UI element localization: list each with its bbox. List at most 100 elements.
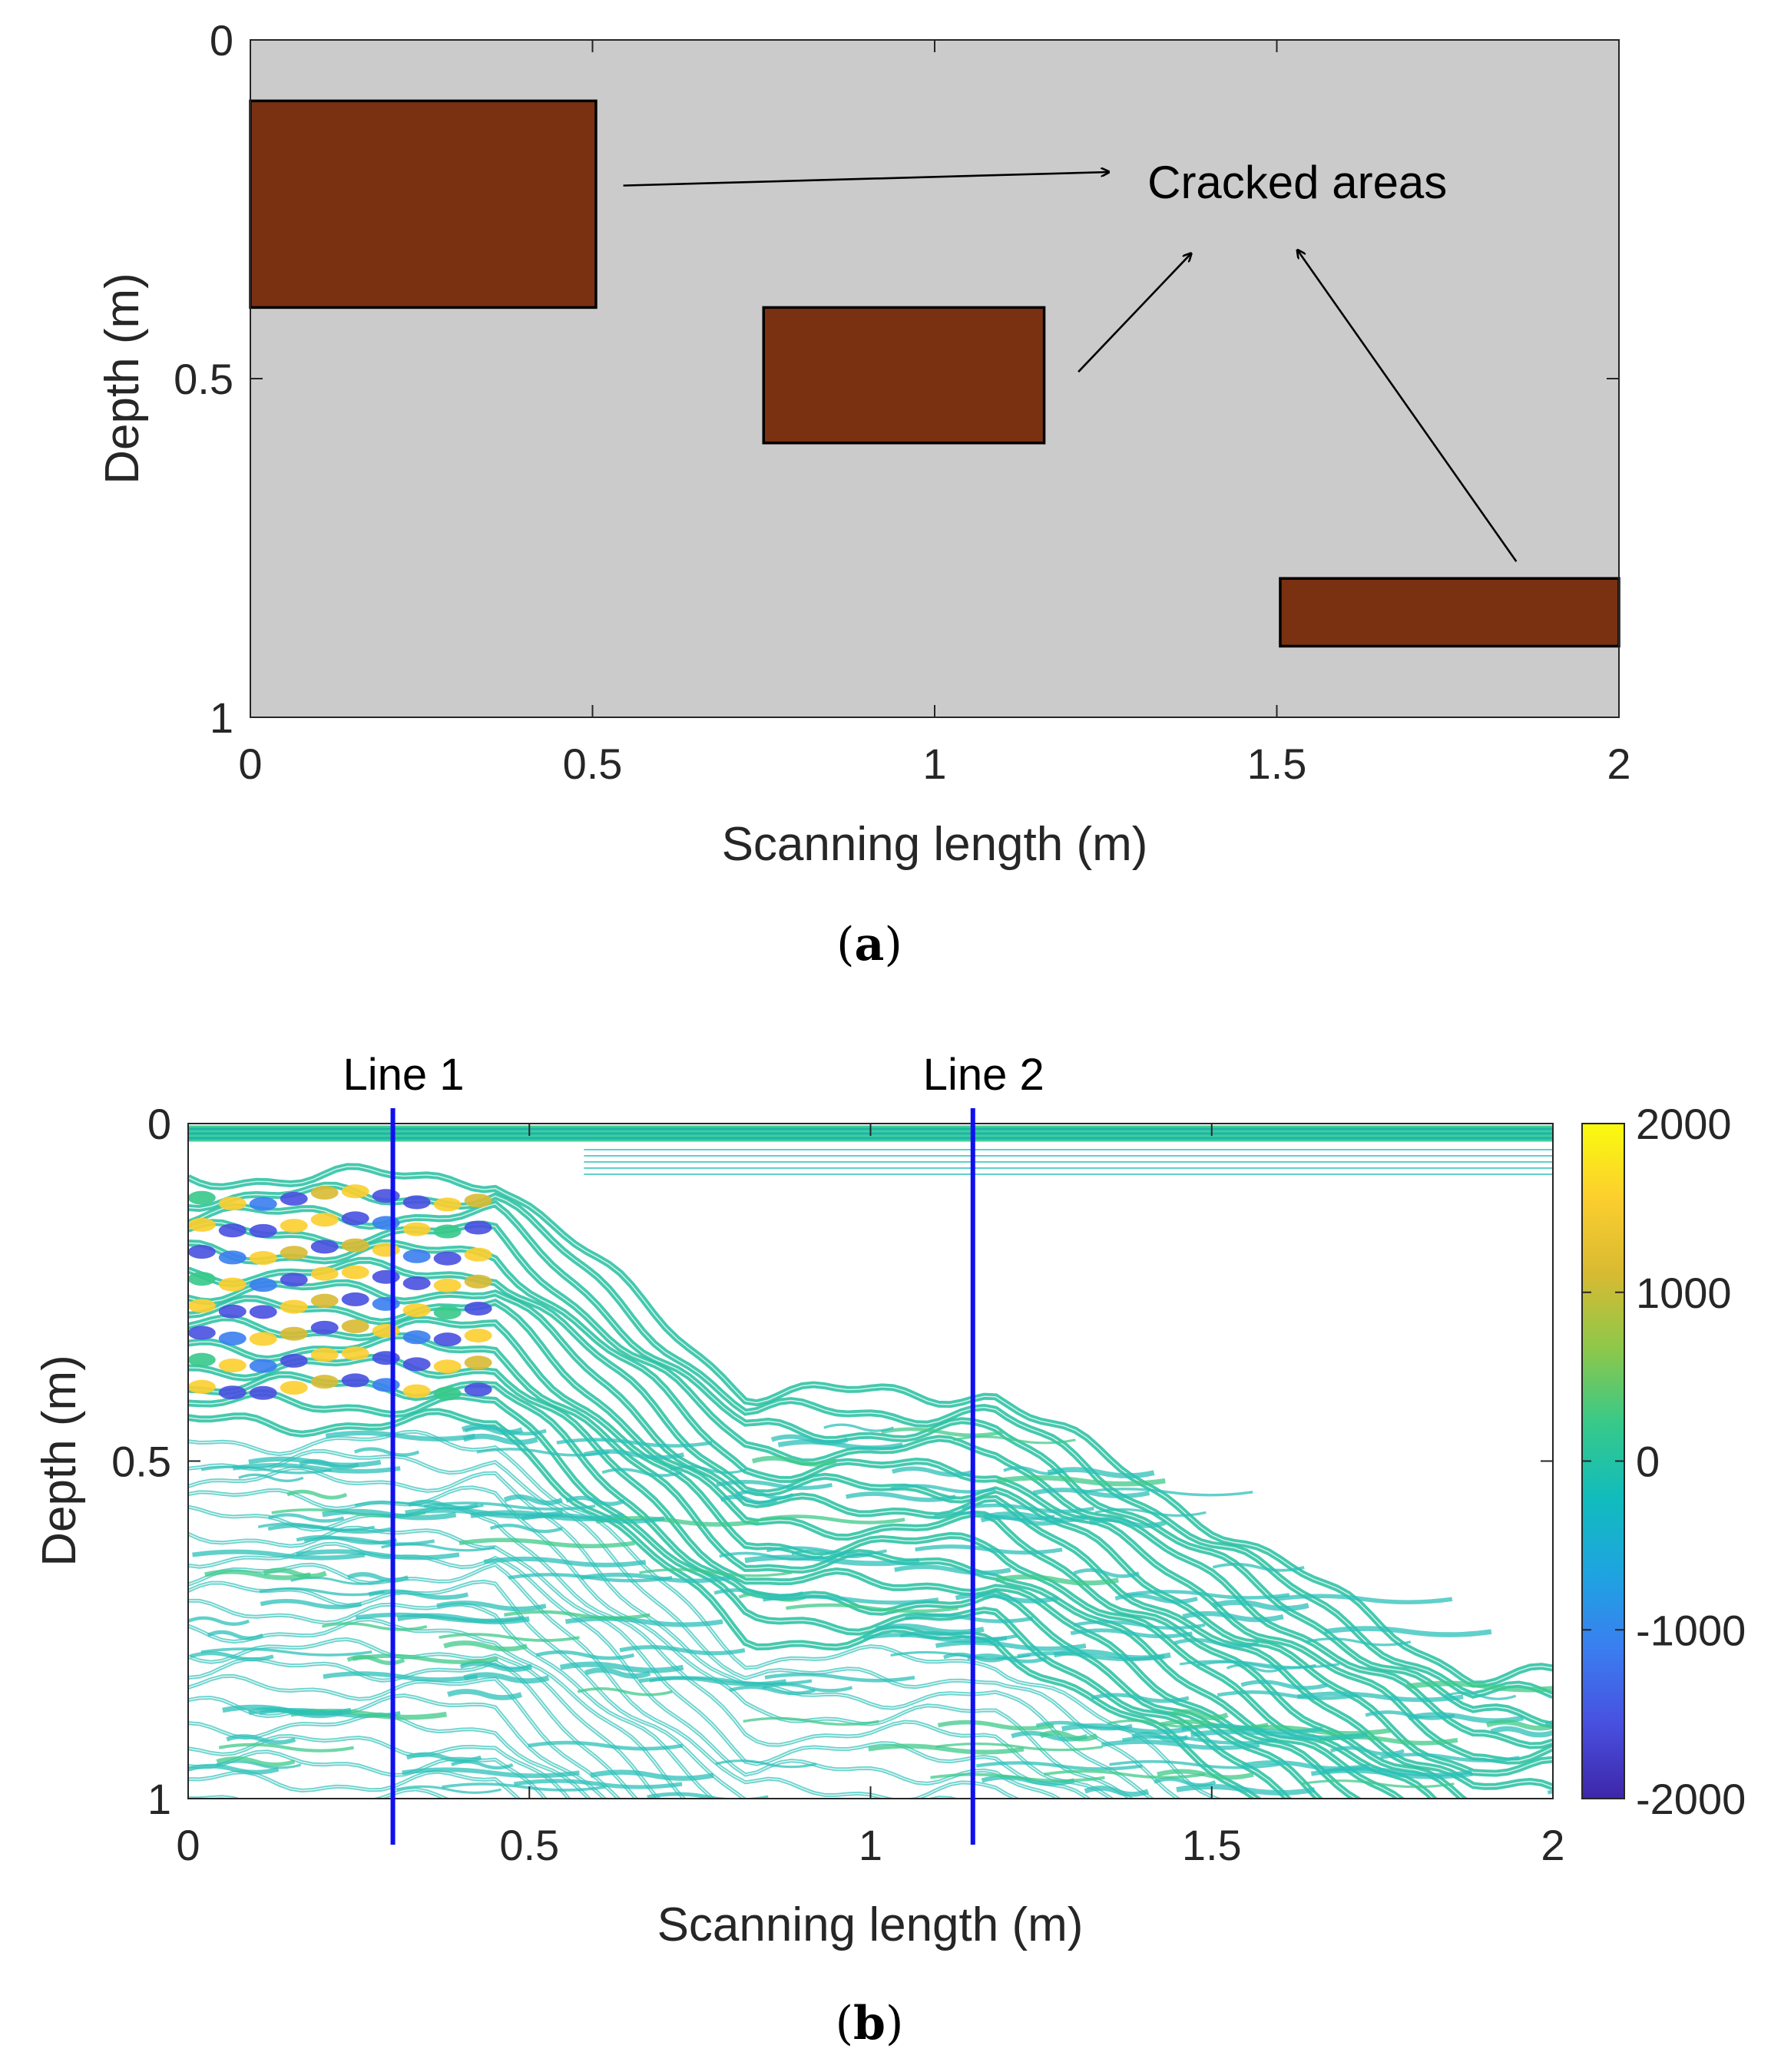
clutter-contour [875,1624,985,1635]
clutter-contour [751,1455,837,1467]
amplitude-spot [464,1301,492,1316]
clutter-contour [346,1572,409,1583]
clutter-contour [915,1544,1063,1555]
clutter-contour [513,1779,683,1789]
clutter-contour [216,1760,302,1769]
clutter-contour [975,1761,1143,1771]
amplitude-spot [372,1189,400,1203]
clutter-contour [1094,1508,1207,1518]
clutter-contour [868,1743,1025,1755]
contour-line [188,1658,637,1799]
clutter-contour [299,1458,359,1470]
panel-b-contour-plot: 0 0.5 1 1.5 2 00.51 Line 1 Line 2 Scanning le… [33,1050,1746,2050]
clutter-contour [535,1650,634,1660]
clutter-contour [322,1508,457,1521]
clutter-contour [1182,1610,1284,1623]
clutter-contour [1306,1637,1412,1647]
clutter-contour [1241,1760,1370,1771]
amplitude-spot [280,1326,308,1341]
amplitude-spot [218,1385,247,1400]
clutter-contour [981,1775,1075,1786]
annotation-arrow-1 [623,172,1110,187]
scan-line-label-2: Line 2 [923,1050,1044,1100]
contour-line [188,1392,1289,1799]
clutter-contour [764,1672,915,1683]
clutter-contour [942,1652,1008,1663]
clutter-contour [1240,1680,1328,1690]
clutter-contour [248,1706,343,1719]
clutter-contour [1122,1735,1278,1745]
clutter-contour [590,1769,714,1781]
clutter-contour [1107,1719,1213,1729]
clutter-contour [1217,1690,1359,1700]
amplitude-spot [249,1359,277,1373]
amplitude-spot [464,1247,492,1262]
annotation-arrow-3 [1297,250,1518,562]
clutter-contour [595,1516,760,1527]
clutter-contour [216,1756,296,1767]
amplitude-spot [464,1193,492,1208]
amplitude-spot [310,1320,339,1335]
clutter-contour [406,1752,482,1763]
clutter-contour [577,1686,673,1696]
clutter-contour [408,1499,478,1511]
contour-line [188,1468,1153,1799]
amplitude-spot [464,1382,492,1397]
contour-line [188,1789,447,1799]
clutter-contour [368,1589,468,1600]
clutter-contour [580,1572,730,1584]
annotation-arrows [623,172,1518,562]
clutter-contour [259,1587,385,1597]
clutter-contour [459,1661,533,1673]
clutter-contour [192,1549,366,1561]
x-tick-label: 1.5 [1247,740,1307,788]
amplitude-spot [188,1245,216,1259]
clutter-contour [743,1716,879,1726]
clutter-contour [1196,1660,1316,1670]
clutter-contour [296,1534,397,1545]
y-tick-label: 0 [147,1100,171,1148]
amplitude-spot [310,1347,339,1362]
clutter-contour [735,1490,794,1500]
contour-line [188,1618,685,1799]
clutter-contour [766,1546,887,1556]
amplitude-spot [433,1359,462,1374]
y-tick-label: 0 [210,16,233,65]
amplitude-spot [341,1184,369,1199]
clutter-contour [995,1574,1119,1586]
clutter-contour [439,1633,580,1643]
radar-contours [188,1125,1553,1799]
clutter-contour [935,1743,1103,1752]
colorbar-tick-labels: 2000 1000 0 -1000 -2000 [1582,1100,1746,1823]
clutter-contour [263,1567,327,1579]
amplitude-spot [341,1373,369,1388]
amplitude-spot [218,1250,247,1265]
clutter-contour [402,1767,580,1779]
amplitude-spot [402,1330,431,1345]
clutter-contour [1444,1691,1517,1700]
clutter-contour [1089,1517,1167,1528]
panel-b-y-tick-labels: 00.51 [111,1100,171,1823]
clutter-contour [218,1743,354,1753]
clutter-contour [823,1423,894,1432]
clutter-contour [1190,1729,1368,1741]
clutter-contour [188,1616,250,1627]
clutter-contour [997,1475,1166,1487]
clutter-contour [881,1427,1003,1438]
amplitude-spot [341,1346,369,1361]
clutter-contour [760,1514,905,1524]
amplitude-spot [341,1238,369,1253]
clutter-contour [204,1569,312,1580]
amplitude-spot [464,1220,492,1235]
amplitude-spot [402,1357,431,1372]
clutter-contour [935,1640,1087,1651]
amplitude-spot [372,1269,400,1284]
y-tick-label: 0.5 [174,355,233,403]
clutter-contour [862,1633,1008,1643]
amplitude-spot [280,1246,308,1260]
clutter-contour [791,1549,872,1559]
amplitude-spot [280,1219,308,1233]
clutter-contour [353,1447,420,1457]
colorbar-tick-label: -2000 [1636,1775,1746,1823]
amplitude-spot [402,1303,431,1318]
